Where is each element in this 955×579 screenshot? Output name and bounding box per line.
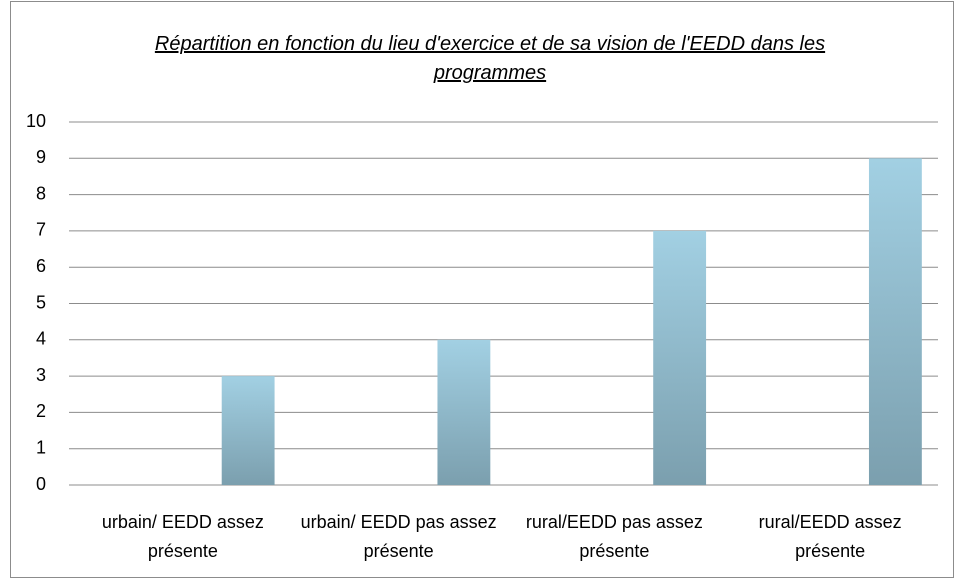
y-tick-label: 10	[26, 111, 46, 131]
y-tick-label: 4	[36, 329, 46, 349]
y-tick-label: 7	[36, 220, 46, 240]
chart-border	[10, 1, 954, 578]
x-tick-label: rural/EEDD pas assez présente	[525, 512, 703, 561]
bar	[653, 230, 707, 485]
y-tick-label: 3	[36, 365, 46, 385]
y-tick-label: 2	[36, 401, 46, 421]
bar	[437, 339, 491, 485]
x-tick-label: urbain/ EEDD assez présente	[101, 512, 264, 561]
y-tick-label: 9	[36, 147, 46, 167]
y-tick-label: 5	[36, 292, 46, 312]
bar	[221, 376, 275, 485]
y-tick-label: 6	[36, 256, 46, 276]
x-tick-label: rural/EEDD assez présente	[758, 512, 902, 561]
x-tick-label: urbain/ EEDD pas assez présente	[300, 512, 497, 561]
bar	[868, 158, 922, 486]
chart-title: Répartition en fonction du lieu d'exerci…	[154, 33, 826, 84]
y-tick-label: 8	[36, 183, 46, 203]
y-tick-label: 1	[36, 437, 46, 457]
y-tick-label: 0	[36, 474, 46, 494]
